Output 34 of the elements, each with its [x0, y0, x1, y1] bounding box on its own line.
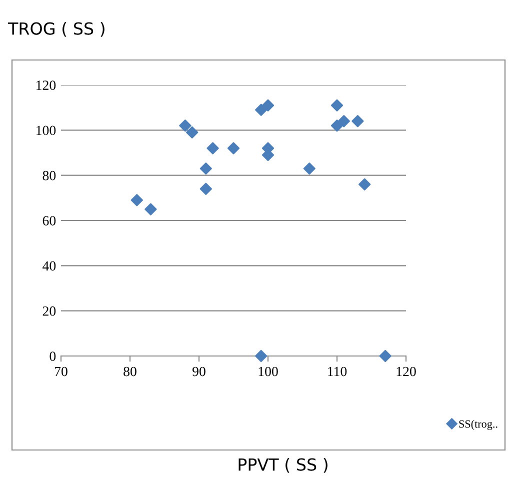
x-tick-label: 70: [54, 366, 68, 376]
point: [255, 104, 268, 116]
x-axis-title: PPVT ( SS ): [238, 458, 328, 473]
x-tick-label: 110: [328, 366, 347, 376]
point: [179, 120, 192, 132]
point: [358, 178, 371, 190]
x-tick-label: 100: [258, 366, 278, 376]
point: [303, 162, 316, 175]
point: [330, 120, 344, 132]
y-tick-label: 20: [42, 306, 56, 316]
y-tick-label: 0: [50, 352, 56, 361]
y-tick-label: 100: [36, 126, 56, 136]
chart-title: TROG ( SS ): [8, 22, 104, 37]
x-tick-label: 80: [124, 366, 136, 376]
point: [255, 350, 268, 362]
point: [262, 99, 274, 112]
point: [330, 99, 344, 112]
x-tick-label: 90: [192, 366, 206, 376]
point: [186, 126, 198, 138]
point: [200, 182, 212, 195]
point: [379, 350, 392, 362]
point: [227, 142, 240, 154]
point: [338, 115, 350, 128]
x-tick-label: 120: [396, 366, 416, 376]
y-tick-label: 60: [42, 216, 56, 226]
y-tick-label: 80: [42, 170, 56, 180]
point: [352, 115, 364, 128]
point: [206, 142, 219, 154]
y-tick-label: 120: [36, 80, 56, 90]
y-tick-label: 40: [42, 261, 56, 271]
point: [130, 194, 143, 206]
point: [144, 203, 157, 216]
legend-label: SS(trog..: [459, 420, 498, 430]
point: [200, 162, 212, 175]
